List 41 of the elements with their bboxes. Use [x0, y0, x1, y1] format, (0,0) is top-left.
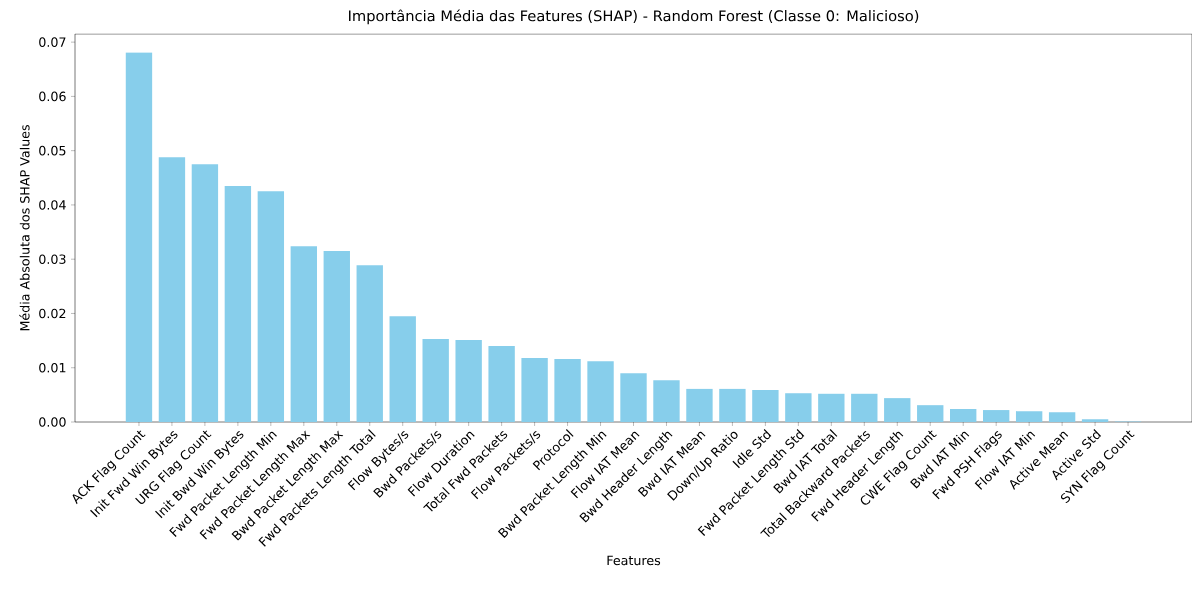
x-axis-title: Features	[607, 555, 661, 566]
y-axis-title: Média Absoluta dos SHAP Values	[19, 125, 30, 331]
bar	[686, 388, 713, 422]
bar	[224, 185, 252, 422]
chart-title: Importância Média das Features (SHAP) - Random Forest (Classe 0: Malicioso)	[349, 9, 919, 25]
bar	[158, 157, 186, 422]
y-tick-label: 0.00	[39, 417, 66, 427]
y-tick-label: 0.03	[39, 254, 66, 264]
bar	[719, 388, 746, 422]
y-tick-label: 0.02	[39, 308, 66, 319]
bar	[587, 361, 614, 422]
y-tick-label: 0.06	[39, 91, 66, 102]
y-tick-label: 0.01	[39, 362, 66, 373]
bar	[488, 346, 515, 422]
bar	[389, 316, 416, 422]
bar	[884, 398, 911, 422]
bar	[554, 359, 581, 422]
bar	[323, 251, 350, 422]
bar	[290, 246, 317, 422]
bar	[818, 393, 845, 422]
bar	[917, 405, 944, 422]
bar	[1048, 412, 1076, 422]
bar	[752, 389, 779, 422]
bar	[422, 338, 449, 422]
bar	[455, 340, 482, 422]
bar	[653, 380, 680, 422]
bar	[982, 410, 1010, 422]
y-tick-label: 0.07	[39, 37, 66, 47]
bar	[521, 357, 548, 422]
bar	[257, 191, 285, 422]
bar	[1081, 419, 1109, 422]
bar	[1015, 411, 1043, 422]
bar	[356, 265, 383, 422]
bar	[125, 52, 153, 422]
bar	[851, 393, 878, 422]
y-tick-label: 0.04	[39, 200, 66, 210]
bar	[620, 373, 647, 422]
bar	[950, 408, 977, 422]
bar	[191, 164, 219, 422]
bar	[785, 393, 812, 422]
y-tick-label: 0.05	[39, 145, 66, 156]
